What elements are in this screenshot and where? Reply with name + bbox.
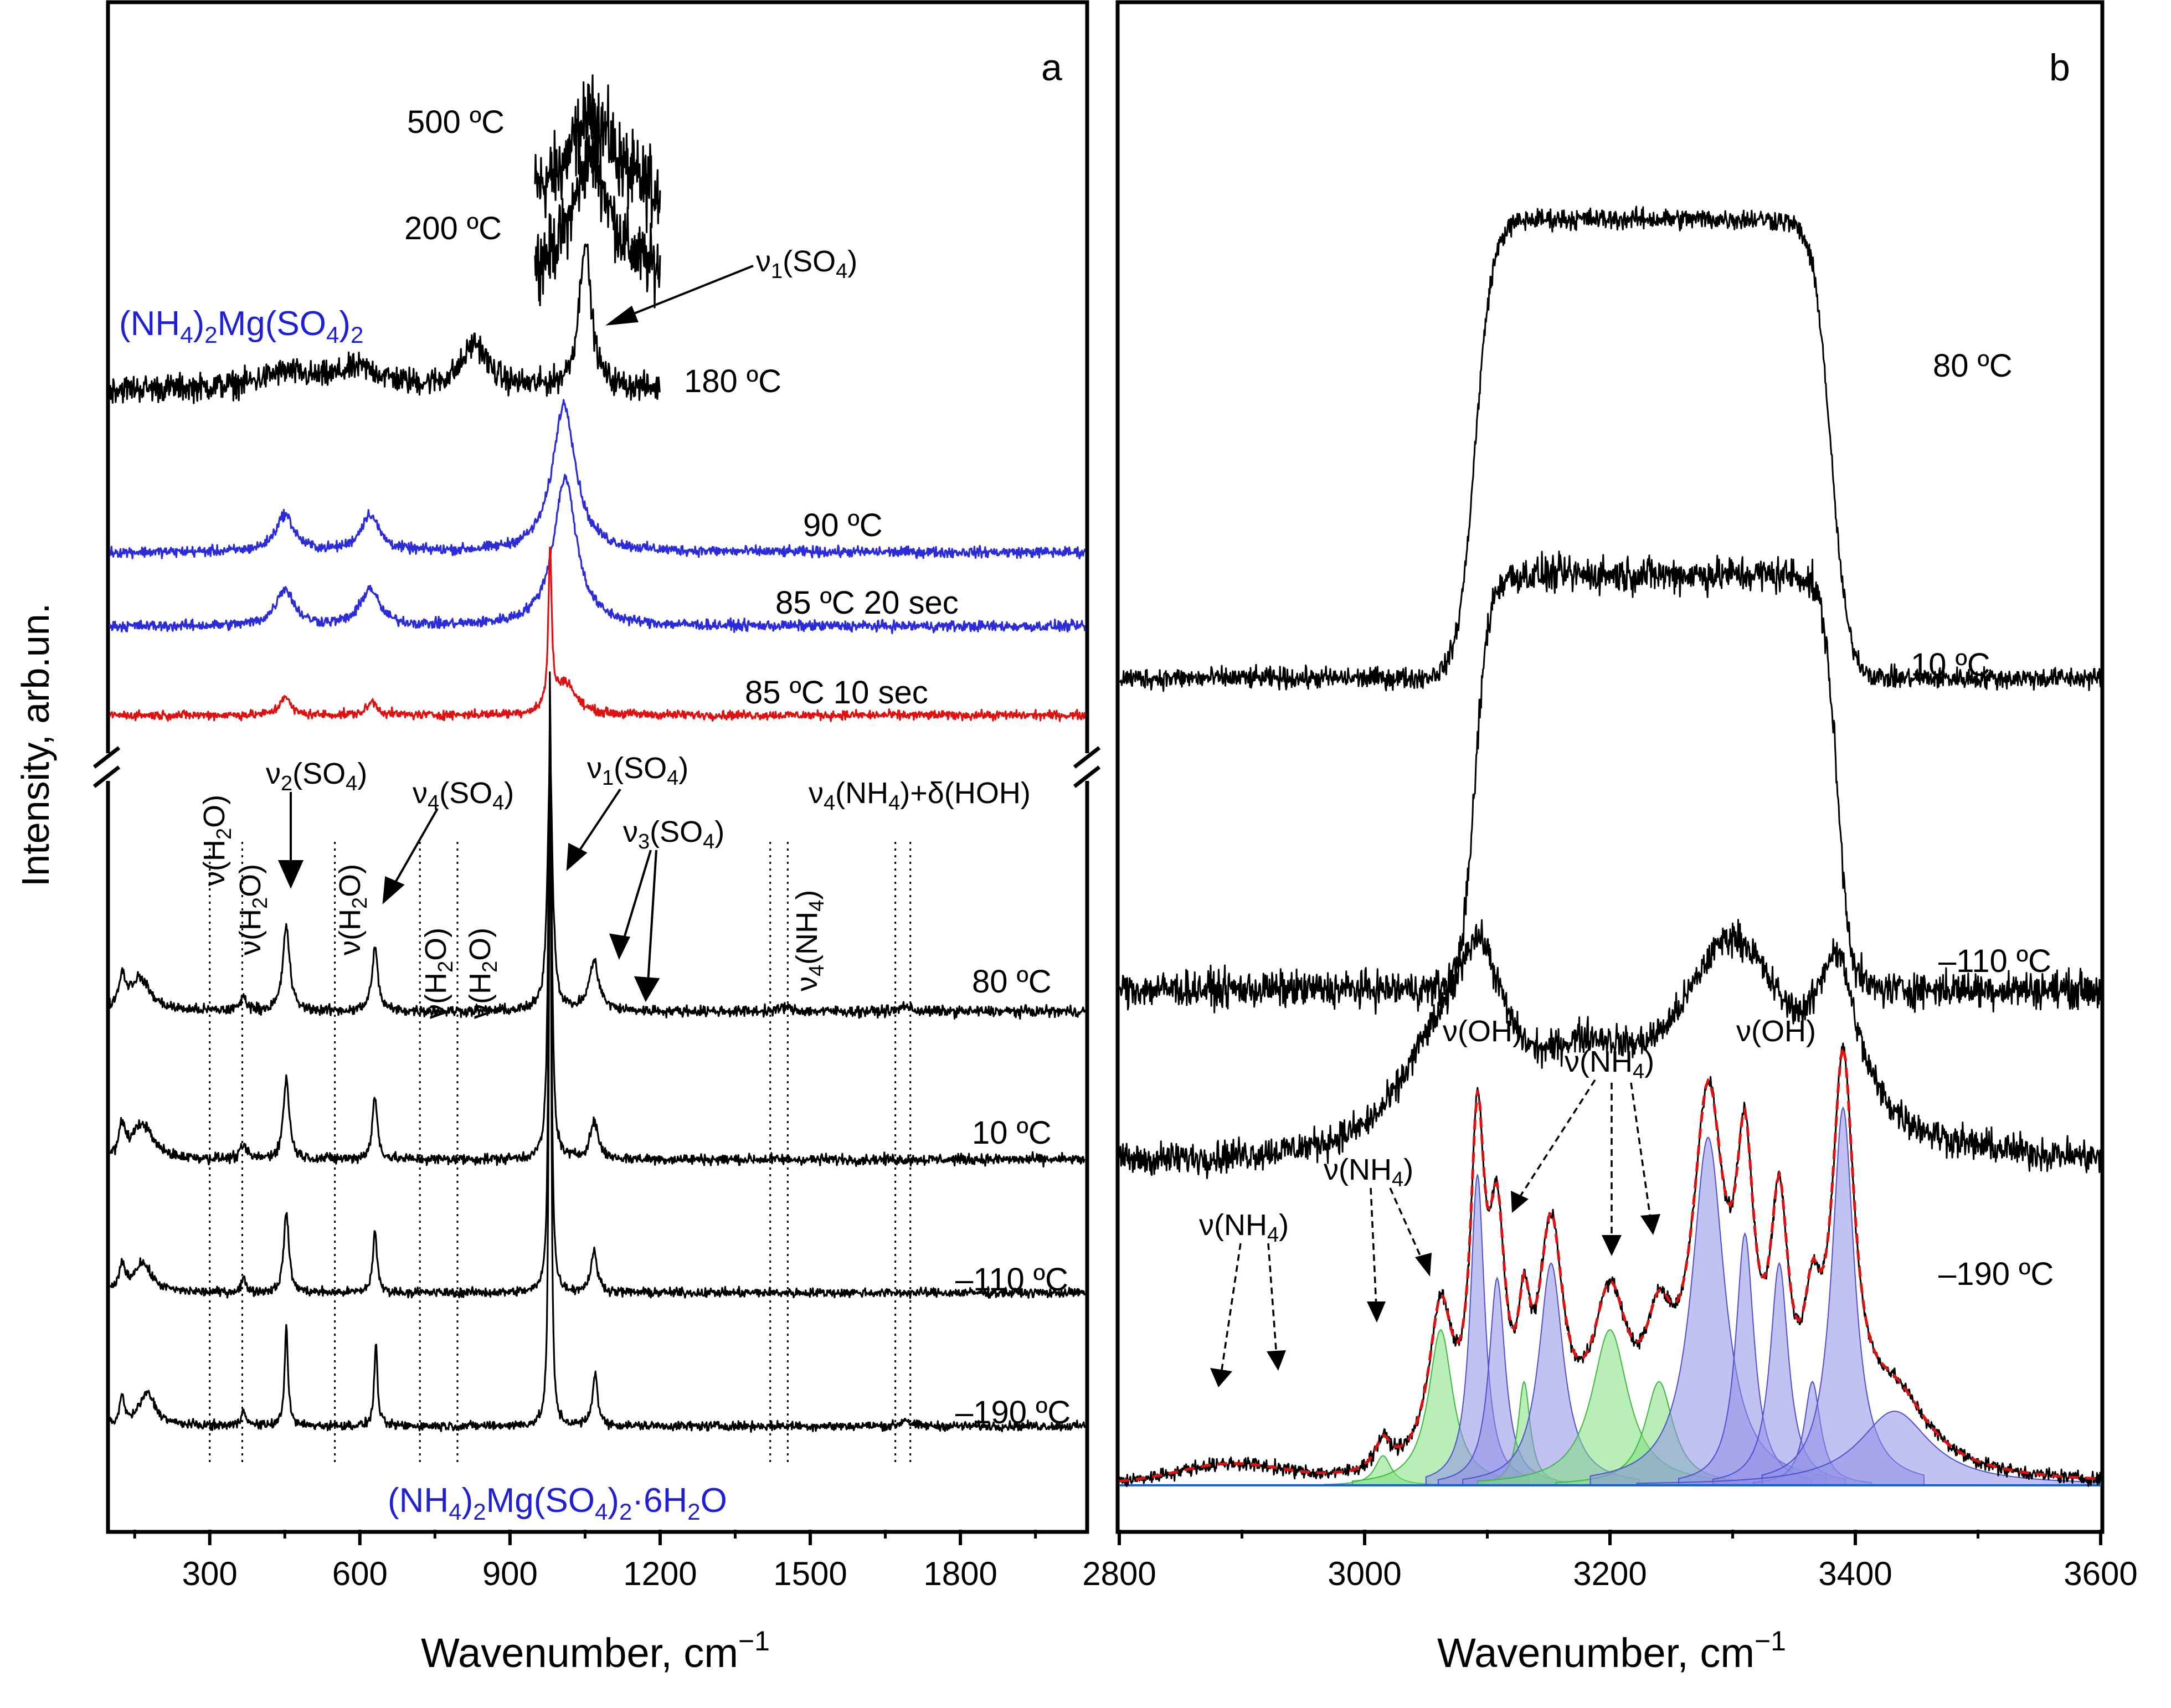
axis-break-left (89, 746, 127, 788)
spectrum-a-8 (109, 712, 1086, 1299)
compound-hexahydrate: (NH4)2Mg(SO4)2·6H2O (388, 1481, 727, 1525)
spectrum-a-3 (109, 399, 1086, 559)
label-500C: 500 ºC (407, 104, 505, 140)
label-90C: 90 ºC (803, 507, 883, 543)
ann-voh-2: ν(OH) (1736, 1015, 1816, 1048)
x-axis-label-b: Wavenumber, cm−1 (1437, 1625, 1786, 1676)
ann-v1so4-bottom: ν1(SO4) (587, 752, 688, 790)
label-m190C-b: –190 ºC (1938, 1256, 2054, 1292)
ann-vnh4-2: ν(NH4) (1324, 1153, 1413, 1191)
spectrum-a-1 (534, 135, 661, 308)
ann-vh2o-5: ν(H2O) (464, 928, 502, 1019)
label-85C-20sec: 85 ºC 20 sec (775, 585, 959, 621)
label-m190C-a: –190 ºC (955, 1395, 1071, 1431)
spectrum-a-5 (109, 546, 1086, 722)
x-ticks-panel-a: 300 600 900 1200 1500 1800 (133, 1530, 1037, 1592)
arrowheads-b (1210, 1191, 1660, 1387)
label-80C-a: 80 ºC (972, 964, 1052, 1000)
ann-vh2o-1: ν(H2O) (198, 795, 236, 886)
spectra-panel-a (109, 74, 1086, 1433)
b-tick-label-3000: 3000 (1328, 1555, 1401, 1592)
label-10C-a: 10 ºC (972, 1115, 1052, 1151)
label-85C-10sec: 85 ºC 10 sec (745, 675, 928, 711)
ann-voh-1: ν(OH) (1443, 1015, 1522, 1048)
fit-components (1119, 1106, 2101, 1486)
panel-a-label: a (1041, 47, 1062, 89)
ann-vnh4-3: ν(NH4) (1565, 1045, 1654, 1083)
x-ticks-panel-b: 2800 3000 3200 3400 3600 (1082, 1530, 2138, 1592)
x-axis-label-a: Wavenumber, cm−1 (421, 1625, 770, 1676)
ann-v4nh4: ν4(NH4) (790, 890, 829, 991)
spectrum-a-9 (109, 671, 1086, 1433)
compound-anhydrous: (NH4)2Mg(SO4)2 (119, 305, 363, 348)
spectrum-b-2 (1118, 919, 2102, 1180)
ann-v4so4: ν4(SO4) (413, 776, 514, 815)
spectrum-a-4 (109, 474, 1086, 634)
spectrum-b-1 (1118, 551, 2102, 1015)
spectra-panel-b (1118, 205, 2102, 1488)
b-tick-label-3600: 3600 (2064, 1555, 2137, 1592)
ann-v4nh4-dhoh: ν4(NH4)+δ(HOH) (809, 776, 1031, 815)
a-tick-label-1200: 1200 (623, 1555, 697, 1592)
fit-envelope (1119, 1047, 2101, 1483)
label-80C-b: 80 ºC (1933, 348, 2013, 384)
a-tick-label-1500: 1500 (773, 1555, 847, 1592)
ann-vh2o-4: ν(H2O) (419, 928, 457, 1019)
ann-vh2o-3: ν(H2O) (333, 864, 372, 955)
a-tick-label-600: 600 (332, 1555, 388, 1592)
arrows-a (277, 265, 754, 1002)
b-tick-label-3200: 3200 (1573, 1555, 1647, 1592)
arrows-b (1220, 1079, 1652, 1374)
band-annotations-a: ν1(SO4) ν2(SO4) ν4(SO4) ν1(SO4) ν3(SO4) … (198, 245, 1031, 1019)
ann-v3so4: ν3(SO4) (623, 815, 724, 853)
y-axis-label: Intensity, arb.un. (14, 603, 57, 887)
spectrum-a-0 (534, 74, 661, 234)
a-tick-label-900: 900 (482, 1555, 538, 1592)
label-m110C-a: –110 ºC (955, 1262, 1068, 1298)
ann-v2so4: ν2(SO4) (266, 757, 367, 795)
label-m110C-b: –110 ºC (1938, 943, 2051, 979)
panel-b-frame (1115, 0, 2105, 1534)
component-13 (1636, 1411, 2101, 1486)
a-tick-label-1800: 1800 (923, 1555, 997, 1592)
b-tick-label-3400: 3400 (1818, 1555, 1892, 1592)
ann-vh2o-2: ν(H2O) (234, 864, 272, 955)
a-tick-label-300: 300 (182, 1555, 238, 1592)
b-tick-label-2800: 2800 (1082, 1555, 1156, 1592)
spectrum-a-6 (109, 757, 1086, 1020)
panel-b-label: b (2049, 47, 2070, 89)
ann-v1so4-top: ν1(SO4) (756, 245, 857, 283)
spectrum-a-7 (109, 717, 1086, 1168)
ann-vnh4-1: ν(NH4) (1199, 1208, 1289, 1247)
label-10C-b: 10 ºC (1911, 647, 1990, 683)
band-annotations-b: ν(NH4) ν(NH4) ν(NH4) ν(OH) ν(OH) (1199, 1015, 1816, 1247)
label-200C: 200 ºC (404, 210, 502, 246)
label-180C: 180 ºC (684, 363, 781, 399)
spectrum-a-2 (109, 243, 661, 404)
axis-break-right (1069, 746, 1108, 788)
spectrum-b-0 (1118, 205, 2102, 692)
